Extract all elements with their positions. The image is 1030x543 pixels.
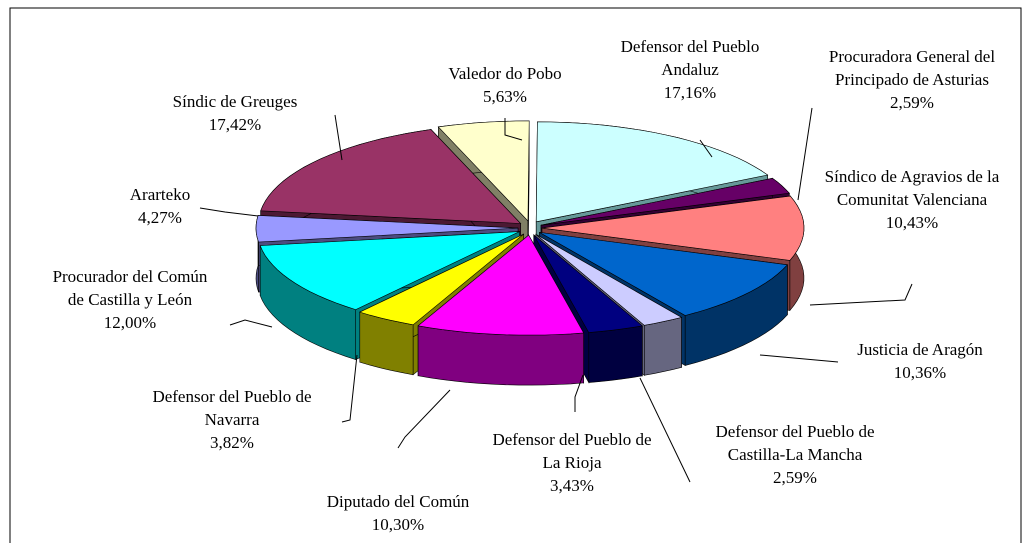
leader-line — [229, 319, 273, 328]
slice — [541, 195, 805, 261]
slice-label: Procurador del Común de Castilla y León 1… — [46, 265, 214, 334]
category-label: Diputado del Común — [326, 492, 470, 511]
slice-label: Ararteko 4,27% — [100, 183, 220, 229]
value-label: 10,36% — [893, 363, 947, 382]
category-label: Síndic de Greuges — [172, 92, 298, 111]
leader-line — [334, 114, 343, 161]
value-label: 2,59% — [773, 468, 817, 487]
leader-line — [809, 283, 913, 306]
slice — [540, 177, 790, 226]
category-label: Síndico de Agravios de la Comunitat Vale… — [824, 167, 1000, 209]
slice — [417, 234, 585, 386]
slice — [259, 231, 520, 310]
leader-line — [504, 118, 523, 141]
slice-label: Defensor del Pueblo de La Rioja 3,43% — [482, 428, 662, 497]
leader-lines — [199, 107, 913, 483]
category-label: Procuradora General del Principado de As… — [828, 47, 996, 89]
value-label: 17,42% — [208, 115, 262, 134]
slice-label: Defensor del Pueblo de Castilla-La Manch… — [702, 420, 888, 489]
value-label: 5,63% — [483, 87, 527, 106]
category-label: Defensor del Pueblo de La Rioja — [492, 430, 652, 472]
value-label: 10,43% — [885, 213, 939, 232]
value-label: 12,00% — [103, 313, 157, 332]
slice-label: Valedor do Pobo 5,63% — [420, 62, 590, 108]
value-label: 17,16% — [663, 83, 717, 102]
slice-label: Síndic de Greuges 17,42% — [145, 90, 325, 136]
category-label: Defensor del Pueblo de Castilla-La Manch… — [715, 422, 875, 464]
slice — [417, 234, 585, 336]
leader-line — [797, 107, 813, 201]
slice — [533, 234, 643, 333]
category-label: Defensor del Pueblo de Navarra — [152, 387, 312, 429]
leader-line — [341, 354, 358, 423]
category-label: Valedor do Pobo — [448, 64, 562, 83]
leader-line — [759, 354, 839, 363]
slice — [539, 232, 789, 316]
category-label: Procurador del Común de Castilla y León — [52, 267, 208, 309]
slice-label: Justicia de Aragón 10,36% — [820, 338, 1020, 384]
slice-side — [644, 317, 682, 376]
leader-line — [199, 207, 259, 217]
slice — [255, 215, 519, 243]
slice-side — [588, 325, 643, 383]
slice-label: Defensor del Pueblo de Navarra 3,82% — [140, 385, 325, 454]
value-label: 10,30% — [371, 515, 425, 534]
value-label: 3,82% — [210, 433, 254, 452]
slice — [535, 234, 683, 326]
slice-label: Síndico de Agravios de la Comunitat Vale… — [824, 165, 1000, 234]
slice-label: Defensor del Pueblo Andaluz 17,16% — [600, 35, 780, 104]
category-label: Ararteko — [129, 185, 191, 204]
slice — [260, 129, 522, 224]
category-label: Defensor del Pueblo Andaluz — [620, 37, 760, 79]
leader-line — [574, 374, 584, 412]
value-label: 2,59% — [890, 93, 934, 112]
slice — [535, 121, 769, 223]
slice-label: Diputado del Común 10,30% — [298, 490, 498, 536]
slice — [358, 233, 524, 326]
leader-line — [699, 139, 713, 158]
value-label: 3,43% — [550, 476, 594, 495]
slice-label: Procuradora General del Principado de As… — [821, 45, 1003, 114]
category-label: Justicia de Aragón — [857, 340, 983, 359]
value-label: 4,27% — [138, 208, 182, 227]
leader-line — [397, 389, 451, 449]
pie — [255, 120, 805, 386]
leader-line — [639, 377, 691, 483]
slice — [437, 120, 530, 222]
